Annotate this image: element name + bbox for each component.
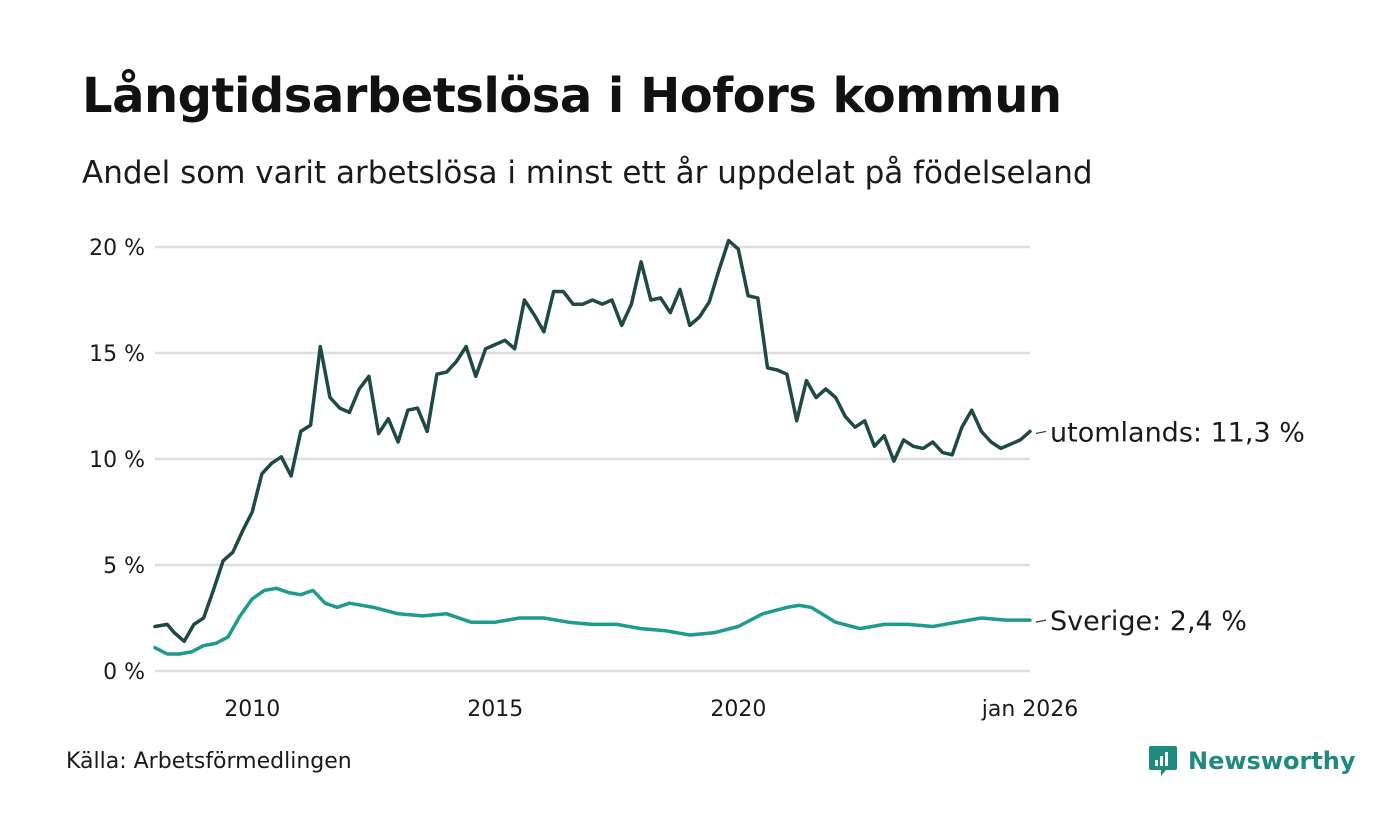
label-leader-line bbox=[1035, 619, 1047, 623]
y-axis-ticks: 0 % 5 % 10 % 15 % 20 % bbox=[89, 236, 145, 685]
x-tick-label: 2020 bbox=[710, 697, 766, 722]
chart-title: Långtidsarbetslösa i Hofors kommun bbox=[82, 68, 1062, 124]
source-note: Källa: Arbetsförmedlingen bbox=[66, 749, 352, 774]
newsworthy-logo-icon bbox=[1149, 746, 1177, 776]
x-axis-ticks: 2010 2015 2020 jan 2026 bbox=[224, 697, 1078, 722]
series-line-utomlands bbox=[153, 238, 1032, 644]
brand[interactable]: Newsworthy bbox=[1148, 744, 1356, 778]
series-label-sverige: Sverige: 2,4 % bbox=[1050, 606, 1247, 637]
series-line-sverige bbox=[153, 586, 1032, 656]
x-tick-label: 2010 bbox=[224, 697, 280, 722]
y-tick-label: 5 % bbox=[103, 554, 145, 579]
label-leader-line bbox=[1035, 430, 1047, 435]
x-tick-label: 2015 bbox=[467, 697, 523, 722]
series-lines bbox=[153, 238, 1032, 656]
brand-name: Newsworthy bbox=[1188, 747, 1356, 775]
y-tick-label: 15 % bbox=[89, 342, 145, 367]
x-tick-label: jan 2026 bbox=[981, 697, 1079, 722]
series-end-labels: utomlands: 11,3 % Sverige: 2,4 % bbox=[1035, 417, 1305, 637]
chart-subtitle: Andel som varit arbetslösa i minst ett å… bbox=[82, 155, 1093, 191]
series-label-utomlands: utomlands: 11,3 % bbox=[1050, 417, 1305, 448]
gridlines bbox=[155, 245, 1030, 673]
y-tick-label: 0 % bbox=[103, 660, 145, 685]
y-tick-label: 20 % bbox=[89, 236, 145, 261]
y-tick-label: 10 % bbox=[89, 448, 145, 473]
